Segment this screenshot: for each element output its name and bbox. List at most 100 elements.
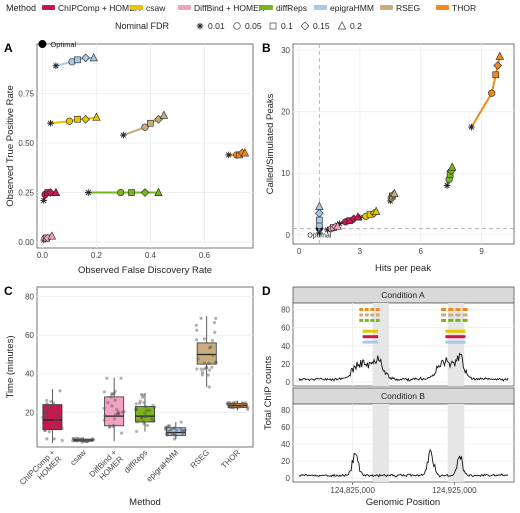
legend-fdr-label-1: 0.05 — [245, 21, 262, 31]
d-xtick-1: 124,925,000 — [432, 486, 477, 495]
panel-c: C 20 40 60 80 ChIPComp +HOMER csaw DiffBind +H… — [4, 284, 254, 508]
c-box-4 — [165, 427, 186, 436]
d-coverage-0 — [298, 352, 509, 382]
panel-a: A Optimal 0.0 0.2 0.4 0.6 0.00 0.25 0.50 0.75 Ob… — [4, 40, 254, 276]
d-peak-0-1-2 — [370, 313, 375, 317]
legend-method-label-6: THOR — [452, 3, 476, 13]
legend-fdr-label-3: 0.15 — [313, 21, 330, 31]
b-point-3-4 — [371, 206, 381, 215]
a-point-1-1 — [65, 117, 73, 125]
d-ytick-0-4: 80 — [281, 306, 290, 315]
c-ytick-0: 20 — [25, 408, 34, 417]
d-peak-0-2-0 — [359, 318, 364, 322]
a-ytick-2: 0.50 — [18, 139, 34, 148]
d-peak-1-0-1 — [448, 308, 454, 312]
d-peak-1-0-3 — [462, 308, 468, 312]
facet-a-frame — [292, 302, 515, 387]
a-point-5-1 — [117, 188, 125, 197]
a-point-2-4 — [159, 110, 169, 119]
d-region-0-1 — [447, 303, 465, 386]
panel-b: B Optimal03690102030 Hits per peak Calle… — [262, 41, 515, 274]
c-jitter-1 — [71, 436, 96, 444]
a-point-5-0 — [85, 189, 92, 196]
b-point-0-3 — [493, 61, 503, 70]
b-point-0-1 — [488, 89, 496, 97]
d-peak-0-0-2 — [370, 308, 375, 312]
legend-fdr-marker-3 — [300, 21, 310, 31]
a-xtick-1: 0.2 — [91, 251, 103, 260]
d-ytick-1-4: 80 — [281, 406, 290, 415]
d-ytick-0-0: 0 — [286, 378, 291, 387]
facet-a-title: Condition A — [381, 290, 425, 300]
panel-d: D Condition A Condition B 0 20 40 60 80 0 20 40… — [262, 284, 515, 508]
legend-fdr-marker-2 — [269, 22, 277, 30]
c-xtick-3: diffReps — [122, 448, 149, 475]
a-point-2-2 — [147, 119, 154, 127]
d-peak-1-2-3 — [462, 318, 468, 322]
d-peak-0-3-0 — [362, 329, 379, 333]
panel-b-xlabel: Hits per peak — [375, 263, 431, 274]
c-jitter-5 — [194, 316, 218, 389]
c-xtick-5: RSEG — [189, 448, 211, 470]
a-point-1-4 — [92, 112, 101, 121]
a-point-0-2 — [74, 56, 81, 64]
d-peak-1-5-0 — [445, 340, 466, 344]
a-xtick-0: 0.0 — [37, 251, 49, 260]
d-peak-1-0-2 — [455, 308, 461, 312]
a-optimal-point — [38, 40, 47, 48]
b-ytick-1: 10 — [281, 169, 290, 178]
c-ytick-3: 80 — [25, 293, 34, 302]
c-xtick-1: csaw — [68, 448, 87, 467]
d-peak-0-5-0 — [362, 340, 379, 344]
legend-swatch-6 — [436, 5, 449, 10]
a-point-1-2 — [74, 115, 81, 123]
c-xtick-2: DiffBind +HOMER — [88, 448, 126, 486]
legend-method-label-2: DiffBind + HOMER — [194, 3, 265, 13]
legend-method-label-1: csaw — [146, 3, 166, 13]
legend-method-label-0: ChIPComp + HOMER — [58, 3, 141, 13]
d-peak-1-1-2 — [455, 313, 461, 317]
d-ytick-1-2: 40 — [281, 440, 290, 449]
a-point-3-4 — [240, 148, 250, 157]
panel-c-xlabel: Method — [129, 497, 161, 508]
c-xtick-6: THOR — [220, 448, 243, 471]
d-peak-1-1-0 — [441, 313, 447, 317]
d-ytick-0-1: 20 — [281, 360, 290, 369]
panel-c-label: C — [4, 284, 13, 298]
c-xtick-0: ChIPComp +HOMER — [18, 448, 64, 494]
panel-a-ylabel: Observed True Positive Rate — [5, 85, 16, 206]
panel-b-frame — [292, 43, 515, 245]
b-point-6-3 — [315, 208, 324, 218]
b-point-0-4 — [495, 51, 504, 60]
d-ytick-1-0: 0 — [286, 474, 291, 483]
c-box-0 — [42, 404, 63, 431]
d-ytick-0-2: 40 — [281, 342, 290, 351]
a-point-3-0 — [225, 151, 232, 159]
d-peak-1-1-3 — [462, 313, 468, 317]
c-ytick-2: 60 — [25, 331, 34, 340]
d-peak-1-0-0 — [441, 308, 447, 312]
a-point-5-2 — [128, 189, 135, 196]
b-point-5-4 — [333, 221, 342, 230]
b-point-1-4 — [447, 162, 457, 171]
panel-d-xlabel: Genomic Position — [366, 497, 440, 508]
legend-swatch-5 — [380, 5, 393, 10]
b-point-0-0 — [468, 123, 475, 131]
d-xtick-0: 124,825,000 — [330, 486, 375, 495]
b-point-6-4 — [315, 201, 324, 210]
b-point-1-0 — [443, 182, 451, 189]
legend-method-label-4: epigraHMM — [330, 3, 374, 13]
d-peak-0-2-3 — [375, 318, 380, 322]
a-point-6-4 — [47, 231, 57, 240]
d-peak-0-1-1 — [364, 313, 369, 317]
b-ytick-0: 0 — [286, 231, 291, 240]
a-point-4-3 — [46, 188, 55, 197]
d-peak-1-2-2 — [455, 318, 461, 322]
d-peak-0-4-0 — [362, 335, 379, 339]
b-ytick-3: 30 — [281, 46, 290, 55]
a-point-5-4 — [154, 187, 163, 196]
c-jitter-0 — [41, 389, 64, 443]
d-peak-0-2-2 — [370, 318, 375, 322]
d-peak-0-1-3 — [375, 313, 380, 317]
